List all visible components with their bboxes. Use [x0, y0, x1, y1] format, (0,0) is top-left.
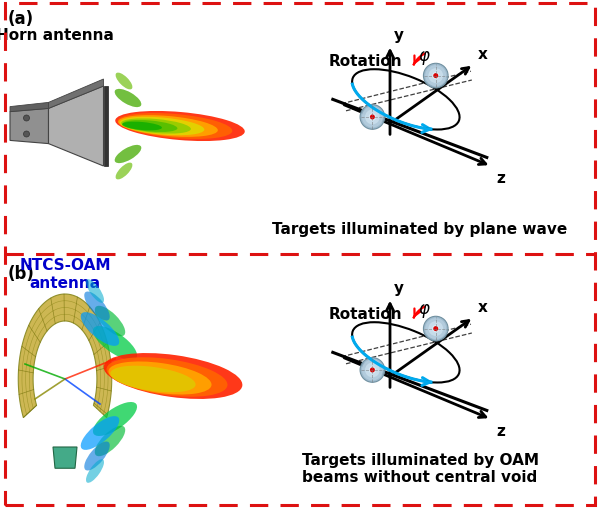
Text: (a): (a) — [8, 10, 34, 28]
Ellipse shape — [109, 362, 212, 395]
Ellipse shape — [121, 119, 191, 134]
Circle shape — [428, 69, 443, 84]
Text: z: z — [496, 423, 505, 438]
Text: Rotation: Rotation — [328, 54, 402, 69]
Text: (b): (b) — [8, 265, 35, 282]
Circle shape — [424, 317, 448, 341]
Text: y: y — [394, 28, 404, 43]
Circle shape — [433, 326, 438, 331]
Ellipse shape — [116, 163, 133, 180]
Ellipse shape — [118, 116, 218, 137]
Ellipse shape — [119, 118, 205, 136]
Circle shape — [425, 319, 446, 340]
Ellipse shape — [95, 426, 125, 457]
Text: y: y — [394, 280, 404, 296]
Circle shape — [425, 66, 446, 87]
Circle shape — [362, 107, 383, 128]
Text: antenna: antenna — [29, 275, 101, 291]
Circle shape — [23, 116, 29, 122]
Polygon shape — [10, 109, 49, 145]
Circle shape — [428, 322, 443, 336]
Ellipse shape — [93, 326, 137, 360]
Polygon shape — [18, 294, 112, 418]
Text: NTCS-OAM: NTCS-OAM — [19, 258, 111, 272]
Polygon shape — [49, 80, 104, 109]
Ellipse shape — [115, 112, 245, 142]
Ellipse shape — [115, 90, 142, 108]
Circle shape — [424, 64, 448, 89]
Circle shape — [360, 105, 385, 130]
Polygon shape — [49, 87, 104, 166]
Ellipse shape — [95, 306, 125, 336]
Circle shape — [369, 366, 376, 374]
Ellipse shape — [84, 442, 110, 471]
Circle shape — [365, 110, 380, 125]
Ellipse shape — [86, 279, 104, 303]
Circle shape — [370, 367, 375, 373]
Text: x: x — [478, 47, 487, 62]
Ellipse shape — [81, 416, 119, 450]
Circle shape — [360, 358, 385, 383]
Ellipse shape — [122, 121, 178, 133]
Polygon shape — [10, 103, 49, 112]
Text: Rotation: Rotation — [328, 306, 402, 322]
Ellipse shape — [110, 366, 196, 392]
Circle shape — [369, 114, 376, 122]
Ellipse shape — [118, 114, 232, 139]
Circle shape — [365, 363, 380, 378]
Ellipse shape — [116, 73, 133, 90]
Ellipse shape — [84, 292, 110, 321]
Circle shape — [432, 325, 439, 333]
Text: z: z — [496, 171, 505, 186]
Circle shape — [23, 132, 29, 138]
Polygon shape — [104, 87, 107, 166]
Text: φ: φ — [418, 47, 429, 65]
Text: φ: φ — [418, 299, 429, 317]
Ellipse shape — [115, 146, 142, 164]
Text: x: x — [478, 300, 487, 315]
Text: Targets illuminated by OAM
beams without central void: Targets illuminated by OAM beams without… — [302, 451, 539, 484]
Ellipse shape — [86, 459, 104, 483]
Ellipse shape — [93, 402, 137, 436]
Circle shape — [433, 74, 438, 79]
Circle shape — [362, 360, 383, 381]
Text: Targets illuminated by plane wave: Targets illuminated by plane wave — [272, 221, 568, 237]
Polygon shape — [53, 447, 77, 468]
Ellipse shape — [122, 122, 162, 131]
Ellipse shape — [104, 353, 242, 399]
Circle shape — [432, 73, 439, 80]
Text: Horn antenna: Horn antenna — [0, 28, 114, 43]
Ellipse shape — [81, 313, 119, 346]
Ellipse shape — [107, 357, 227, 397]
Circle shape — [370, 115, 375, 120]
